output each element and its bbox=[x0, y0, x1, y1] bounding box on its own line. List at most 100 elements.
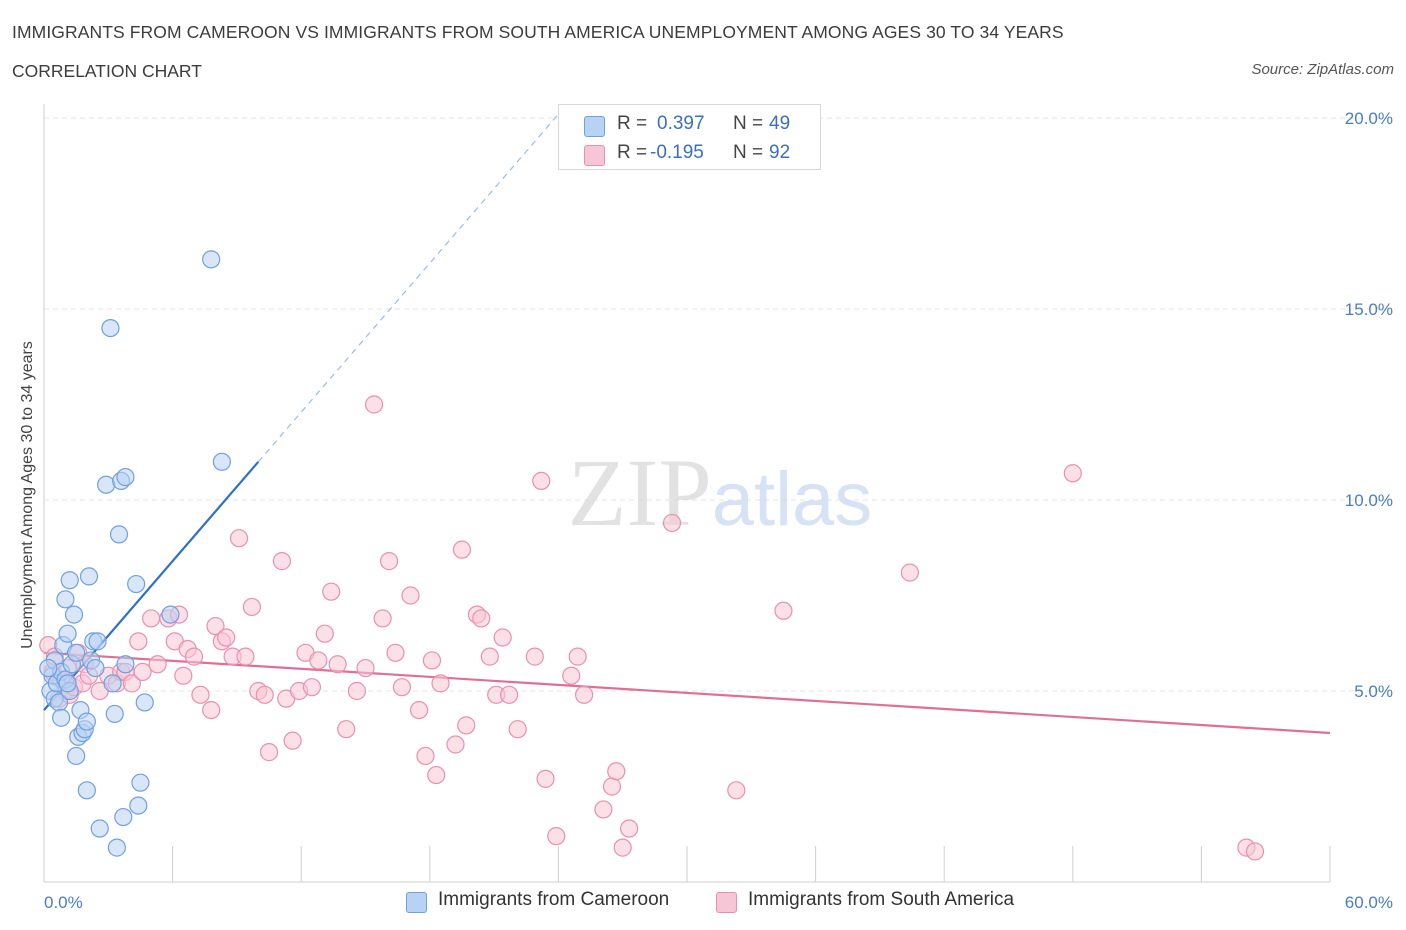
data-point-series-1 bbox=[620, 819, 639, 838]
data-point-series-1 bbox=[309, 651, 328, 670]
data-point-series-1 bbox=[184, 647, 204, 666]
data-point-series-0 bbox=[56, 590, 75, 609]
data-point-series-1 bbox=[337, 720, 356, 739]
data-point-series-0 bbox=[135, 693, 154, 712]
data-point-series-1 bbox=[379, 552, 399, 571]
data-point-series-1 bbox=[607, 762, 626, 781]
r-label: R = bbox=[617, 113, 648, 134]
data-point-series-1 bbox=[202, 700, 221, 720]
data-point-series-1 bbox=[525, 647, 544, 666]
data-point-series-1 bbox=[594, 800, 613, 819]
data-point-series-1 bbox=[315, 624, 334, 643]
x-tick-label-max: 60.0% bbox=[1345, 893, 1393, 912]
cameroon-legend-swatch bbox=[406, 892, 427, 913]
data-point-series-1 bbox=[472, 609, 491, 628]
data-point-series-1 bbox=[532, 471, 551, 490]
data-point-series-1 bbox=[229, 529, 249, 548]
data-point-series-1 bbox=[206, 616, 225, 636]
data-point-series-1 bbox=[148, 655, 167, 674]
chart-subtitle: CORRELATION CHART bbox=[12, 61, 202, 81]
n-label: N = bbox=[733, 113, 764, 134]
data-point-series-1 bbox=[347, 681, 367, 701]
data-point-series-1 bbox=[480, 647, 499, 666]
tick-labels: 5.0% 10.0% 15.0% 20.0% 0.0% 60.0% bbox=[44, 109, 1393, 912]
data-point-series-1 bbox=[191, 685, 210, 704]
correlation-legend: R = 0.397 N = 49 R = -0.195 N = 92 bbox=[558, 104, 821, 170]
trend-extension-0 bbox=[257, 113, 559, 463]
south-america-legend-label: Immigrants from South America bbox=[748, 889, 1015, 910]
data-point-series-0 bbox=[161, 605, 180, 624]
data-point-series-1 bbox=[422, 651, 442, 670]
data-point-series-0 bbox=[114, 807, 133, 827]
data-point-series-1 bbox=[122, 674, 141, 693]
data-point-series-1 bbox=[142, 609, 161, 628]
data-point-series-1 bbox=[568, 647, 587, 666]
data-point-series-0 bbox=[101, 319, 120, 338]
data-point-series-1 bbox=[662, 513, 682, 533]
data-point-series-1 bbox=[452, 540, 472, 559]
data-point-series-1 bbox=[322, 582, 341, 601]
data-point-series-0 bbox=[107, 838, 126, 857]
data-point-series-0 bbox=[109, 525, 129, 544]
data-point-series-0 bbox=[116, 467, 135, 487]
cameroon-r-value: 0.397 bbox=[657, 113, 705, 134]
data-point-series-1 bbox=[427, 765, 446, 785]
r-label: R = bbox=[617, 142, 648, 163]
axes bbox=[43, 104, 1331, 883]
data-point-series-1 bbox=[364, 395, 384, 414]
cameroon-n-value: 49 bbox=[769, 113, 791, 134]
data-point-series-0 bbox=[88, 632, 107, 651]
y-tick-label: 15.0% bbox=[1345, 300, 1393, 319]
data-point-series-1 bbox=[602, 777, 622, 796]
data-point-series-0 bbox=[52, 708, 71, 727]
data-point-series-0 bbox=[97, 475, 116, 494]
chart-title: IMMIGRANTS FROM CAMEROON VS IMMIGRANTS F… bbox=[12, 22, 1064, 42]
data-point-series-0 bbox=[39, 658, 58, 678]
data-point-series-1 bbox=[493, 628, 512, 647]
y-tick-label: 10.0% bbox=[1345, 491, 1393, 510]
data-point-series-1 bbox=[575, 685, 594, 704]
data-point-series-1 bbox=[409, 700, 429, 720]
data-point-series-1 bbox=[613, 838, 632, 857]
data-point-series-1 bbox=[129, 632, 148, 651]
data-point-series-1 bbox=[774, 601, 793, 620]
data-point-series-1 bbox=[536, 769, 555, 788]
data-point-series-1 bbox=[500, 685, 519, 704]
data-point-series-1 bbox=[386, 643, 405, 662]
watermark: ZIPatlas bbox=[568, 439, 873, 546]
trend-line-1 bbox=[43, 651, 1331, 735]
data-point-series-0 bbox=[105, 704, 124, 724]
data-point-series-1 bbox=[508, 720, 527, 739]
data-point-series-0 bbox=[79, 567, 99, 586]
data-point-series-0 bbox=[60, 571, 79, 590]
south-america-swatch bbox=[584, 145, 605, 166]
south-america-legend-swatch bbox=[716, 892, 737, 913]
trend-lines bbox=[43, 113, 1331, 735]
data-point-series-1 bbox=[283, 731, 302, 750]
data-point-series-0 bbox=[103, 674, 122, 693]
data-point-series-1 bbox=[373, 609, 392, 628]
y-tick-label: 20.0% bbox=[1345, 109, 1393, 128]
y-tick-label: 5.0% bbox=[1354, 682, 1393, 701]
data-point-series-1 bbox=[217, 628, 236, 647]
data-point-series-0 bbox=[58, 624, 77, 643]
data-point-series-0 bbox=[127, 574, 146, 594]
x-tick-label-min: 0.0% bbox=[44, 893, 83, 912]
data-point-series-1 bbox=[174, 666, 193, 685]
source-label: Source: ZipAtlas.com bbox=[1251, 61, 1394, 78]
data-point-series-1 bbox=[392, 678, 412, 697]
legend-row-cameroon: R = 0.397 N = 49 bbox=[559, 111, 820, 139]
watermark-atlas: atlas bbox=[712, 457, 873, 542]
data-point-series-1 bbox=[416, 746, 435, 766]
data-point-series-1 bbox=[236, 647, 255, 666]
data-point-series-0 bbox=[58, 674, 77, 693]
data-point-series-1 bbox=[272, 552, 292, 571]
south-america-r-value: -0.195 bbox=[650, 142, 704, 163]
data-point-series-1 bbox=[1063, 464, 1082, 483]
data-point-series-0 bbox=[90, 819, 109, 838]
data-point-series-1 bbox=[562, 666, 581, 685]
data-point-series-0 bbox=[131, 773, 150, 792]
n-label: N = bbox=[733, 142, 764, 163]
data-point-series-0 bbox=[67, 746, 86, 766]
